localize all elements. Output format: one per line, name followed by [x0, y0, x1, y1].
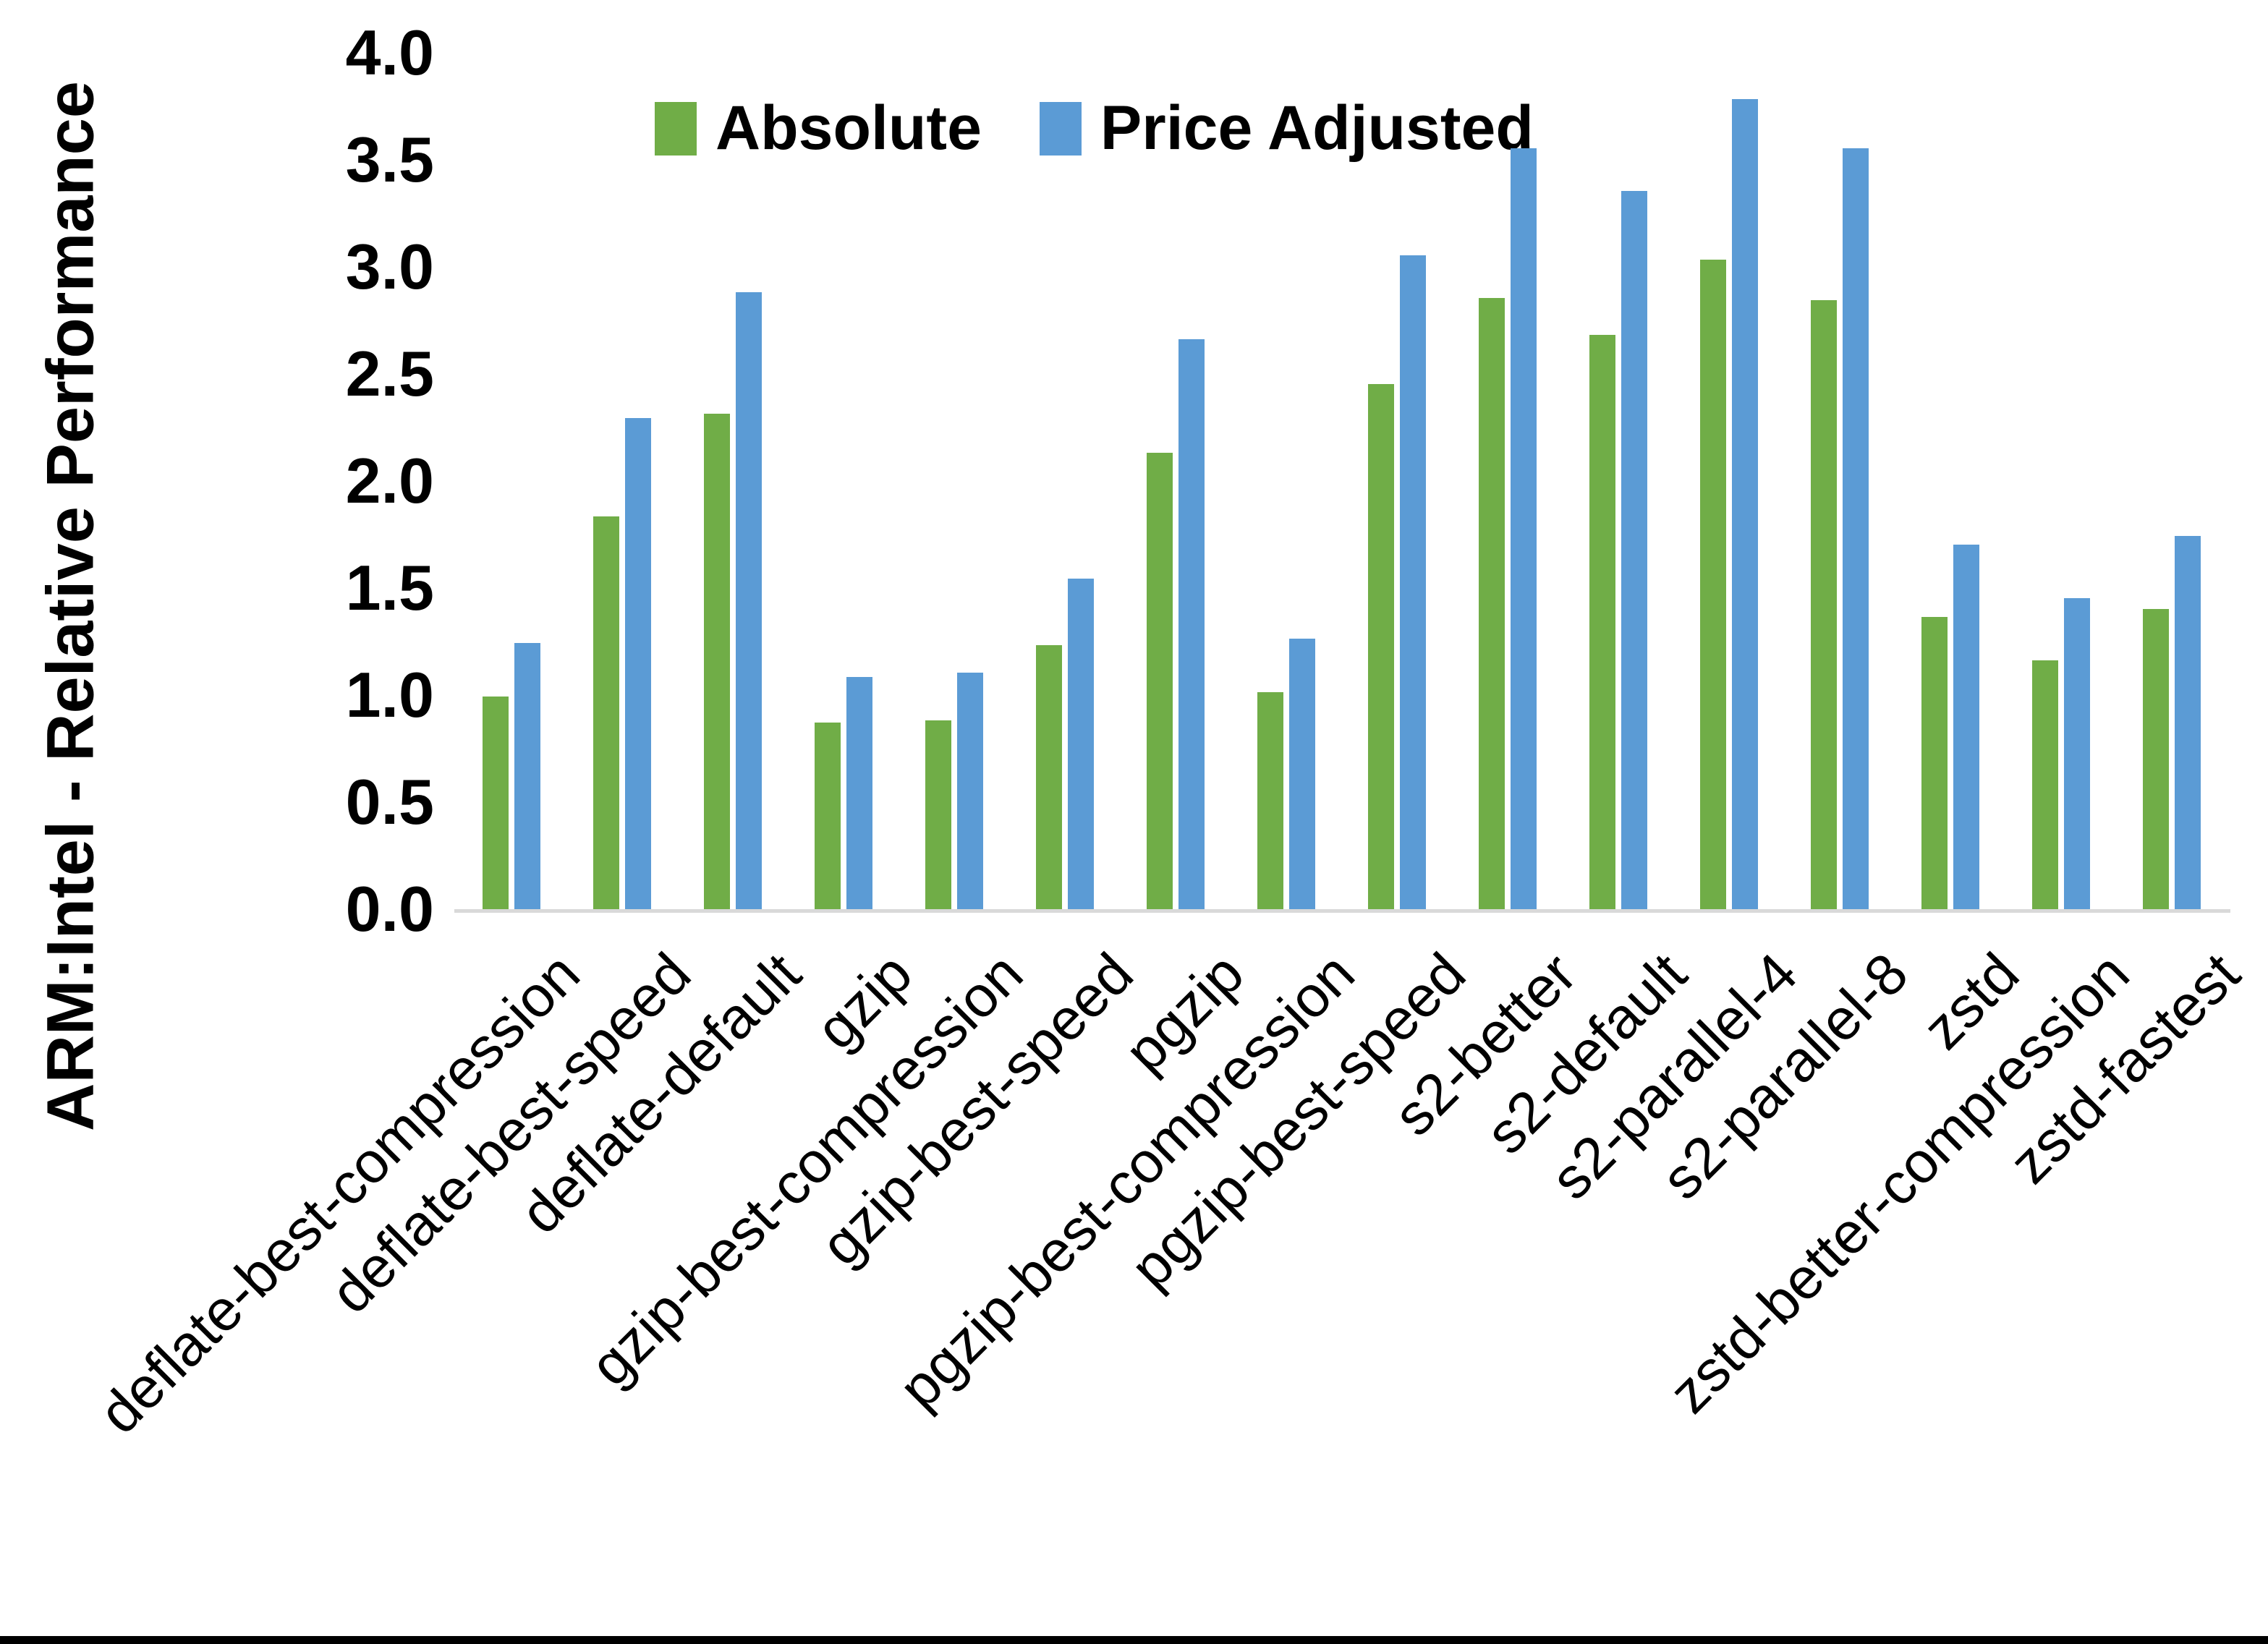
bar-price-adjusted [846, 677, 872, 911]
bar-absolute [2143, 609, 2169, 911]
bar-absolute [925, 720, 951, 911]
legend-swatch-icon [655, 101, 697, 156]
legend-label: Absolute [715, 93, 982, 163]
bar-absolute [1921, 617, 1948, 911]
bar-absolute [1811, 300, 1837, 911]
bar-price-adjusted [625, 418, 651, 911]
y-tick-label: 3.5 [345, 123, 434, 195]
bar-absolute [1257, 692, 1283, 911]
bar-price-adjusted [1511, 148, 1537, 911]
bar-absolute [1368, 384, 1394, 911]
bar-price-adjusted [1068, 579, 1094, 911]
legend-item: Price Adjusted [1039, 93, 1534, 164]
x-axis-line [454, 909, 2230, 913]
y-tick-label: 1.0 [345, 658, 434, 731]
bar-absolute [704, 414, 730, 911]
legend-swatch-icon [1039, 101, 1082, 156]
bar-price-adjusted [514, 643, 540, 911]
bar-absolute [1479, 298, 1505, 911]
bar-price-adjusted [736, 292, 762, 911]
bar-price-adjusted [1289, 639, 1315, 911]
y-tick-label: 0.0 [345, 872, 434, 945]
bar-price-adjusted [1621, 191, 1647, 911]
y-tick-label: 4.0 [345, 16, 434, 88]
bar-absolute [483, 697, 509, 911]
bar-absolute [2032, 660, 2058, 911]
bar-absolute [1589, 335, 1615, 911]
y-tick-label: 3.0 [345, 230, 434, 302]
bar-price-adjusted [1400, 255, 1426, 911]
bar-price-adjusted [1178, 339, 1205, 911]
bar-price-adjusted [2175, 536, 2201, 911]
bar-absolute [1700, 260, 1726, 911]
bar-price-adjusted [1953, 545, 1979, 911]
y-axis-title: ARM:Intel - Relative Performance [33, 81, 108, 1131]
bar-price-adjusted [1732, 99, 1758, 911]
y-tick-label: 0.5 [345, 765, 434, 838]
bar-absolute [1147, 453, 1173, 911]
bar-absolute [815, 723, 841, 911]
bar-absolute [1036, 645, 1062, 911]
y-tick-label: 2.5 [345, 337, 434, 409]
legend-label: Price Adjusted [1100, 93, 1534, 163]
bar-absolute [593, 516, 619, 911]
legend-item: Absolute [655, 93, 982, 164]
y-tick-label: 1.5 [345, 551, 434, 623]
bar-price-adjusted [2064, 598, 2090, 911]
bar-price-adjusted [1843, 148, 1869, 911]
legend: Absolute Price Adjusted [655, 93, 1534, 164]
bottom-border [0, 1636, 2268, 1644]
y-tick-label: 2.0 [345, 444, 434, 516]
bar-price-adjusted [957, 673, 983, 911]
